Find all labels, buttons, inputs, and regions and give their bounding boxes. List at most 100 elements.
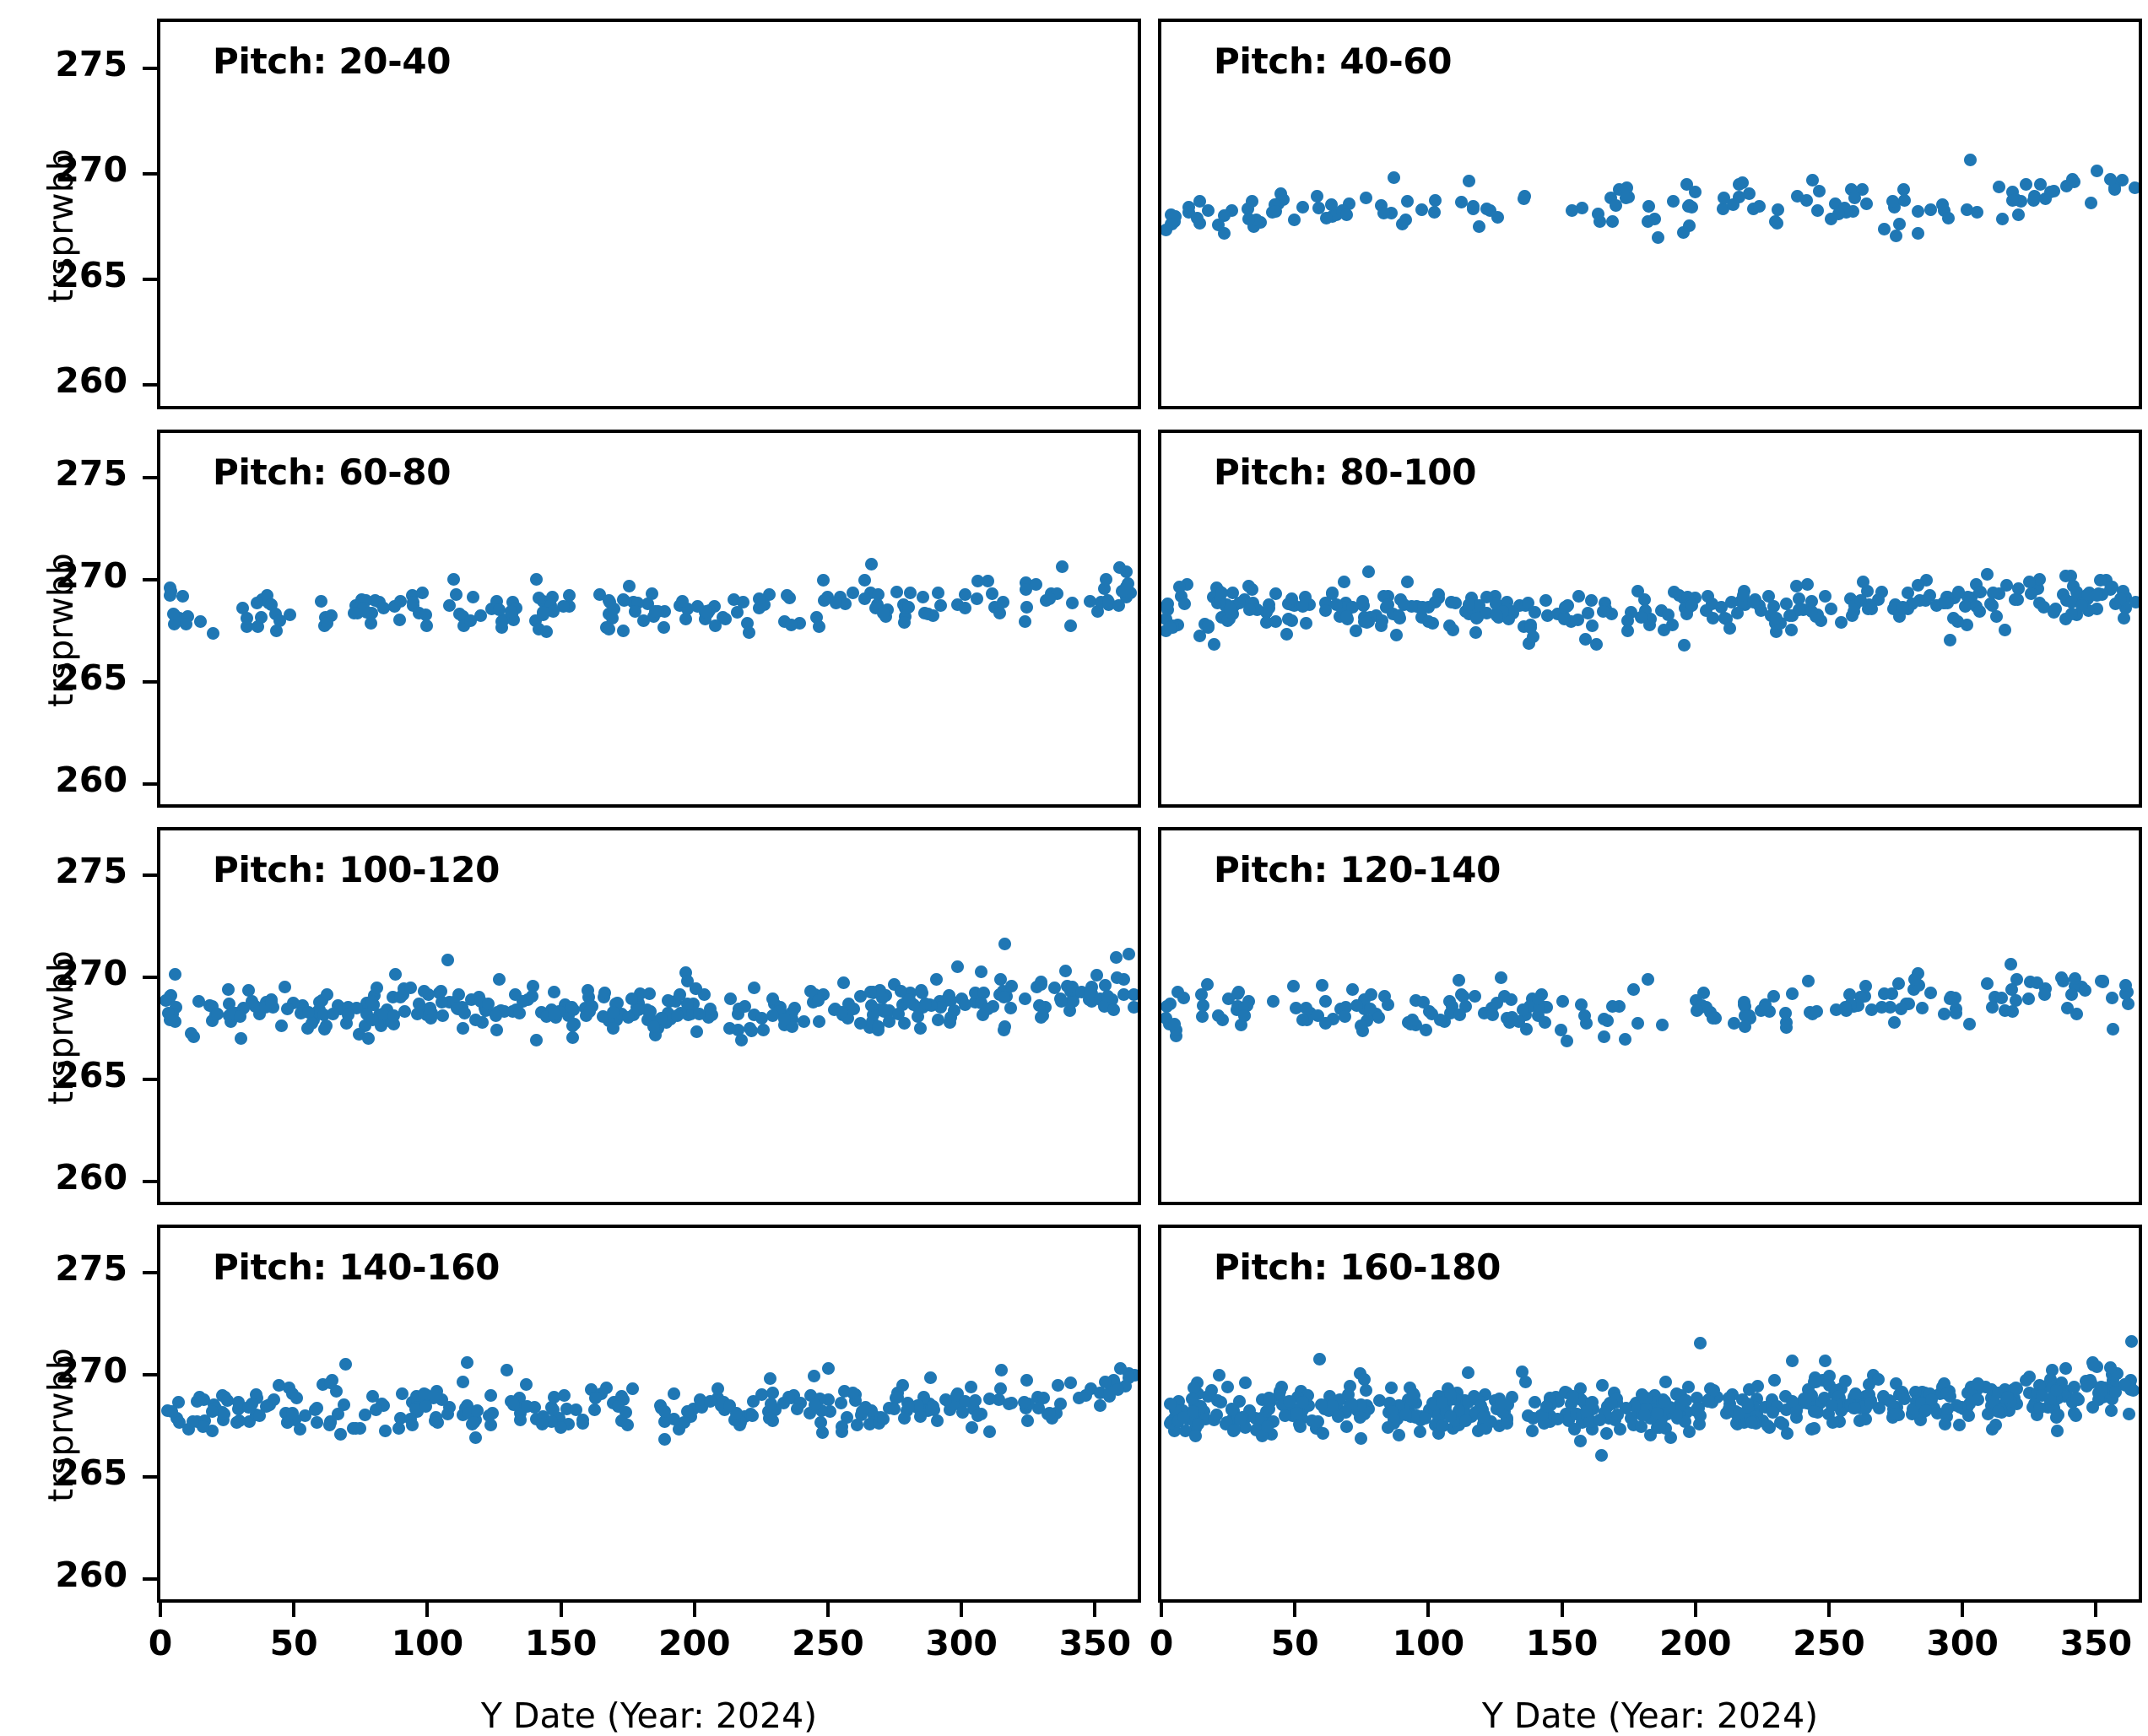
data-point — [1472, 220, 1485, 234]
data-point — [667, 1412, 680, 1425]
data-point — [2065, 988, 2079, 1002]
data-point — [703, 1003, 717, 1016]
data-point — [519, 1377, 533, 1391]
y-axis-tick-label: 275 — [55, 453, 127, 495]
data-point — [1859, 197, 1873, 210]
data-point — [456, 1375, 469, 1388]
data-point — [1195, 1009, 1209, 1023]
data-point — [1098, 1376, 1112, 1389]
data-point — [1374, 619, 1388, 632]
data-point — [1596, 1379, 1610, 1393]
data-point — [858, 592, 871, 605]
data-point — [983, 1393, 997, 1406]
y-axis-label: trsprwbb — [41, 148, 81, 303]
data-point — [2090, 164, 2103, 177]
data-point — [495, 614, 509, 628]
data-point — [1002, 1397, 1015, 1410]
data-point — [723, 1021, 737, 1035]
data-point — [1531, 992, 1545, 1005]
data-point — [172, 1416, 186, 1430]
data-point — [1780, 597, 1794, 610]
data-point — [637, 614, 651, 627]
data-point — [913, 1410, 927, 1424]
data-point — [1571, 613, 1584, 626]
data-point — [1214, 1395, 1227, 1409]
data-point — [311, 1415, 324, 1429]
data-point — [1033, 998, 1047, 1012]
data-point — [1826, 1398, 1839, 1412]
data-point — [1935, 198, 1949, 212]
data-point — [537, 606, 550, 619]
x-axis-tick — [1826, 1603, 1831, 1617]
data-point — [1455, 195, 1469, 208]
data-point — [835, 1397, 848, 1410]
data-point — [1886, 195, 1899, 208]
data-point — [1066, 597, 1079, 610]
data-point — [1064, 1376, 1078, 1389]
data-point — [1112, 1383, 1125, 1397]
data-point — [1999, 1003, 2012, 1017]
data-point — [463, 614, 477, 628]
data-point — [1084, 595, 1097, 608]
data-point — [1901, 587, 1914, 600]
data-point — [647, 1020, 660, 1034]
data-point — [526, 979, 539, 992]
data-point — [1429, 596, 1442, 609]
data-point — [1664, 1431, 1677, 1445]
data-point — [1127, 987, 1138, 1001]
data-point — [1595, 1449, 1609, 1463]
data-point — [813, 1014, 826, 1028]
data-point — [916, 590, 929, 603]
data-point — [898, 1412, 912, 1425]
data-point — [220, 1394, 234, 1408]
data-point — [392, 1421, 405, 1435]
data-point — [2121, 998, 2134, 1011]
data-point — [1429, 194, 1442, 208]
data-point — [1918, 1404, 1932, 1418]
data-point — [252, 620, 265, 634]
data-point — [883, 1014, 896, 1028]
data-point — [836, 1006, 849, 1019]
data-point — [968, 1394, 982, 1408]
data-point — [2093, 573, 2107, 587]
data-point — [1319, 995, 1333, 1009]
data-point — [1986, 1423, 1999, 1436]
data-point — [1528, 606, 1541, 619]
data-point — [1762, 590, 1776, 603]
data-point — [365, 1389, 379, 1403]
data-point — [430, 1415, 444, 1429]
data-point — [176, 589, 189, 603]
data-point — [1805, 1423, 1819, 1436]
y-axis-tick — [143, 1077, 157, 1081]
data-point — [2066, 173, 2080, 187]
data-point — [1098, 978, 1112, 992]
data-point — [314, 595, 327, 608]
data-point — [1620, 181, 1633, 195]
x-axis-tick — [1426, 1603, 1431, 1617]
data-point — [359, 1408, 372, 1421]
data-point — [877, 1413, 890, 1426]
data-point — [1642, 200, 1656, 214]
y-axis-tick-label: 265 — [55, 1452, 127, 1493]
data-point — [1897, 182, 1911, 196]
data-point — [1112, 561, 1126, 574]
data-point — [394, 594, 408, 608]
data-point — [2095, 975, 2108, 988]
data-point — [1114, 1362, 1128, 1376]
data-point — [319, 1019, 333, 1032]
data-point — [854, 1016, 868, 1030]
data-point — [567, 1017, 581, 1030]
data-point — [233, 1010, 246, 1024]
data-point — [1937, 1008, 1951, 1021]
data-point — [509, 988, 522, 1002]
data-point — [1364, 987, 1377, 1001]
data-point — [1413, 1425, 1426, 1439]
data-point — [918, 998, 932, 1011]
x-axis-tick — [1093, 1603, 1097, 1617]
data-point — [971, 1409, 985, 1423]
data-point — [2049, 603, 2063, 616]
data-point — [1730, 607, 1744, 620]
data-point — [1964, 153, 1978, 166]
data-point — [1573, 1435, 1587, 1448]
data-point — [1560, 599, 1573, 613]
